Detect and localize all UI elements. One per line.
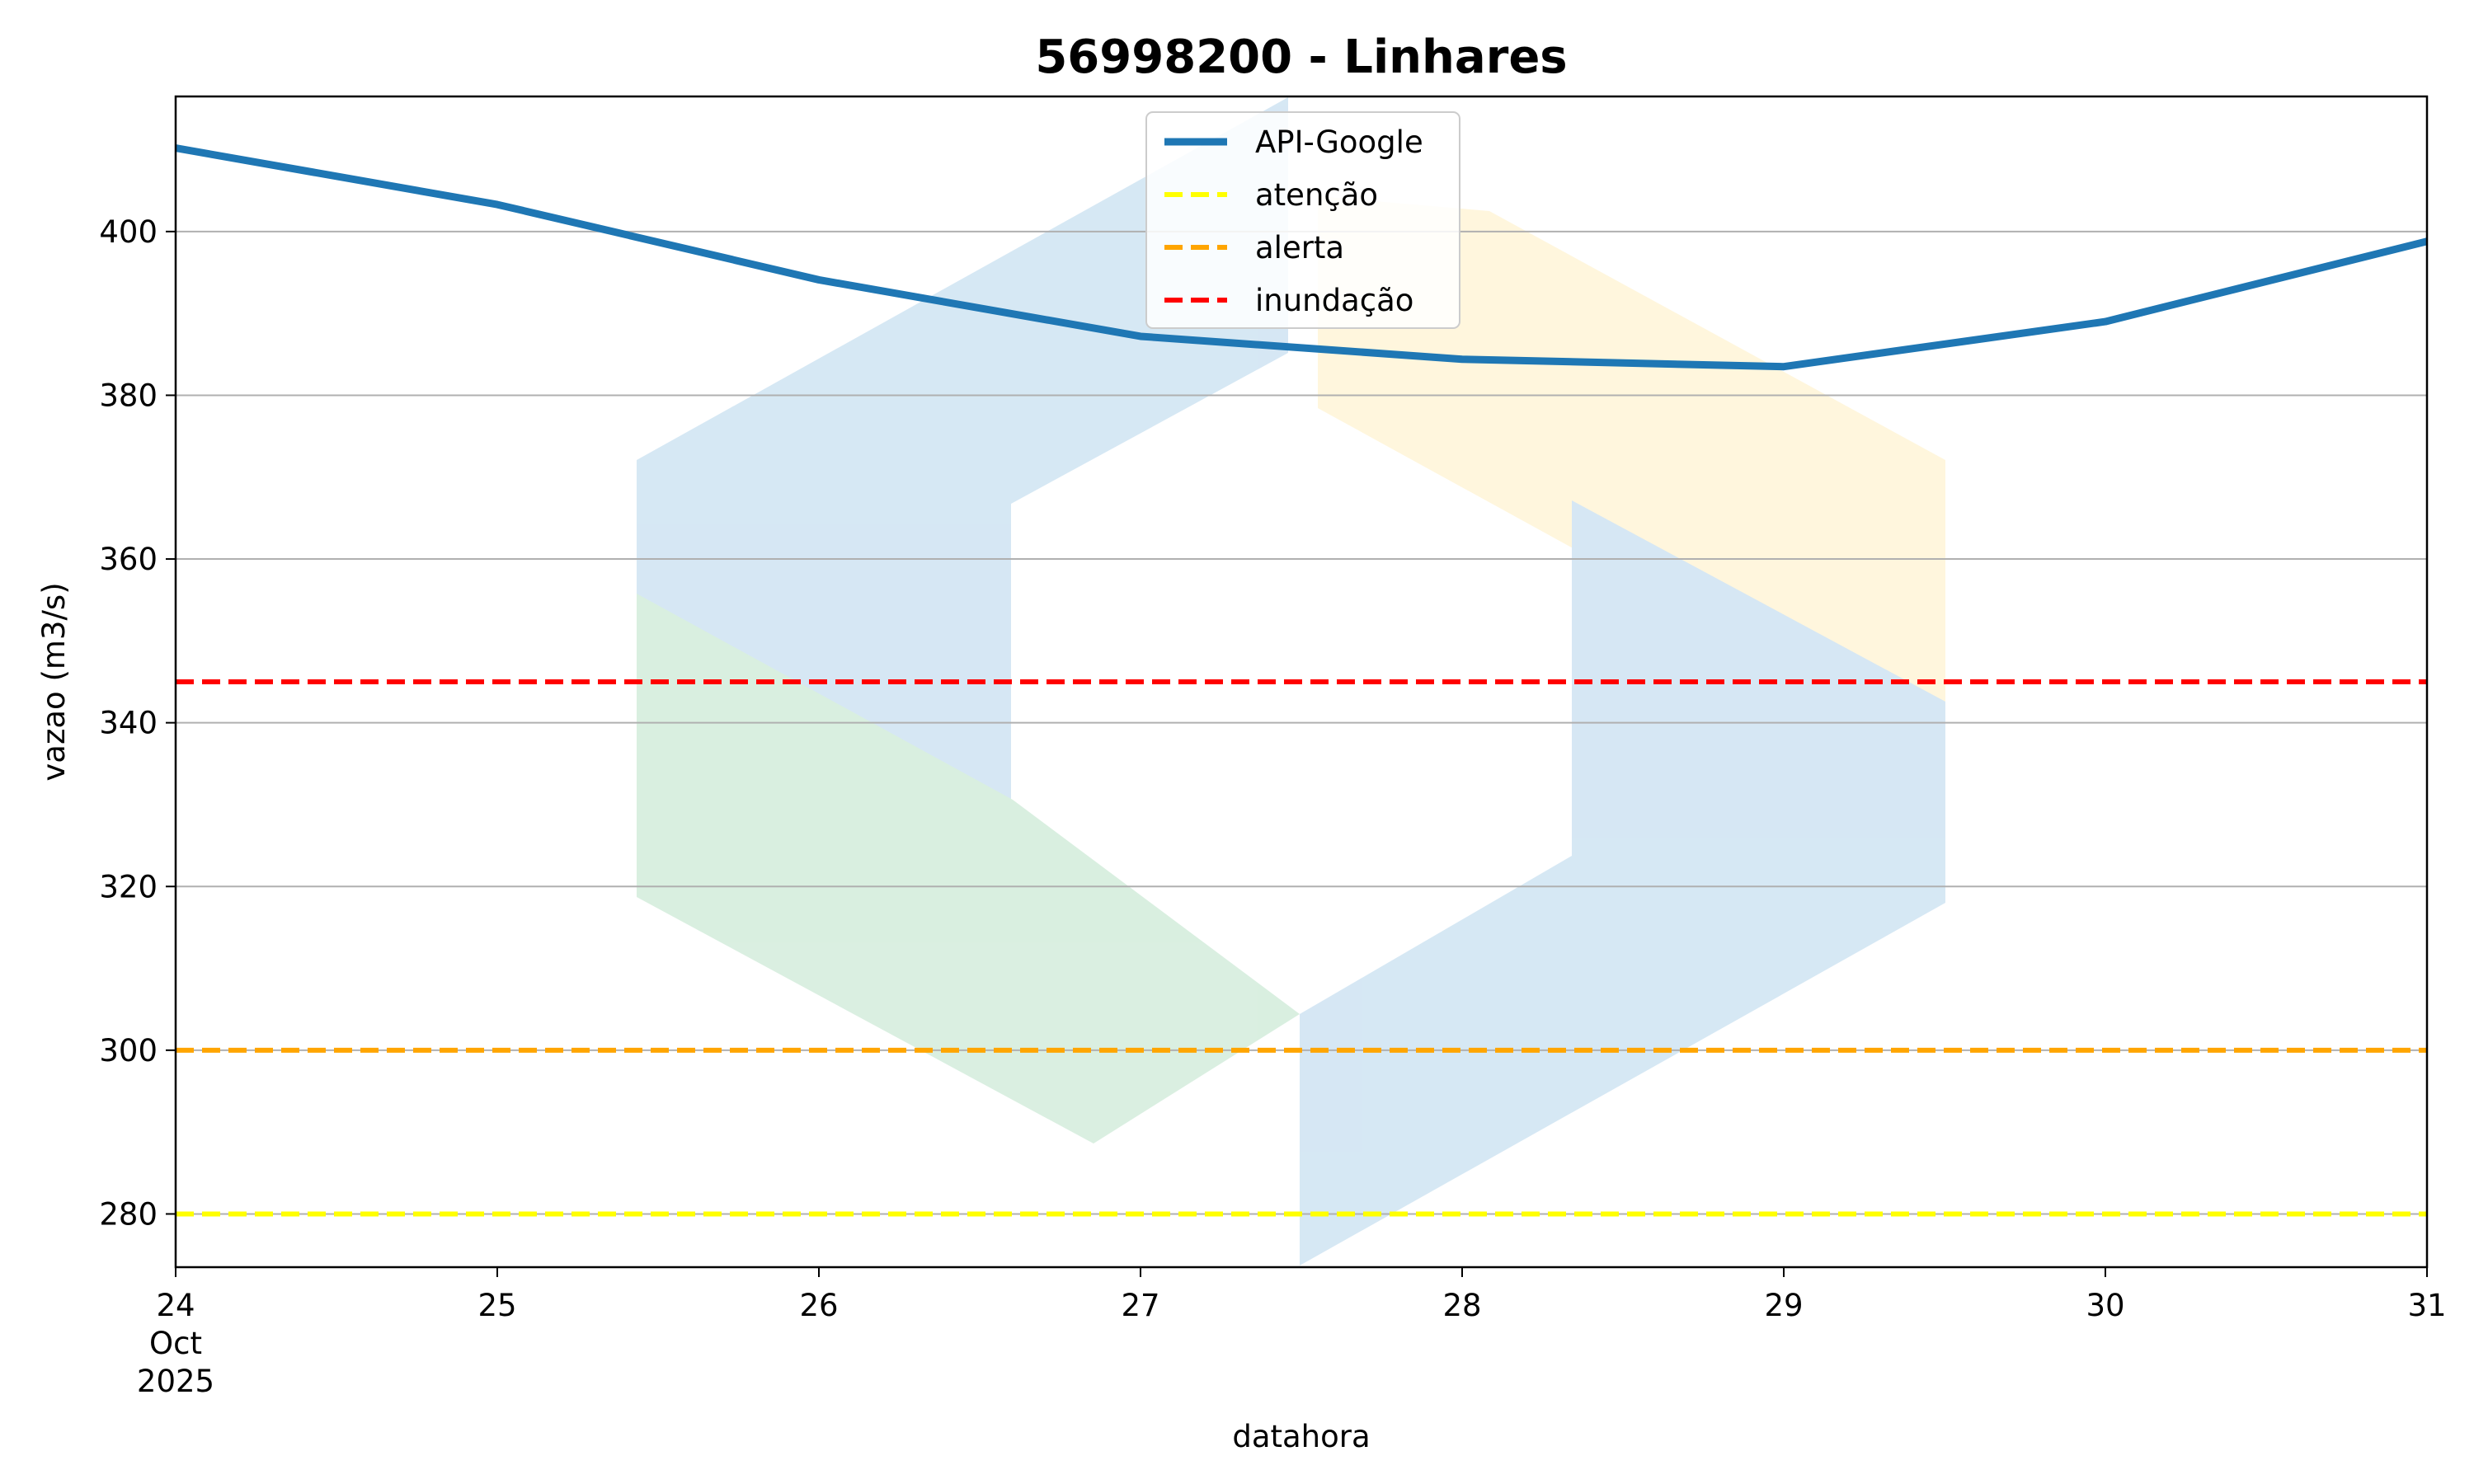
y-tick-label: 320: [99, 869, 158, 904]
legend-label: API-Google: [1255, 124, 1423, 160]
series-line-API-Google: [175, 144, 2429, 371]
x-tick-sublabel: 2025: [137, 1364, 214, 1399]
x-tick-label: 29: [1764, 1288, 1803, 1323]
watermark-logo: [637, 97, 1945, 1266]
legend: API-Google atenção alerta inundação: [1145, 111, 1460, 329]
plot-frame: [174, 95, 2429, 1269]
threshold-lines: [176, 679, 2427, 1217]
x-tick-label: 28: [1442, 1288, 1481, 1323]
x-tick-label: 26: [799, 1288, 838, 1323]
x-tick-label: 24: [156, 1288, 195, 1323]
series-layer: [175, 144, 2429, 371]
y-axis-label: vazao (m3/s): [36, 582, 72, 781]
y-tick-label: 400: [99, 214, 158, 250]
y-tick-label: 280: [99, 1196, 158, 1232]
y-tick-label: 340: [99, 706, 158, 741]
chart-title: 56998200 - Linhares: [1035, 31, 1567, 84]
x-tick-label: 31: [2407, 1288, 2446, 1323]
x-tick-sublabel: Oct: [149, 1326, 202, 1361]
legend-box: [1145, 111, 1460, 329]
legend-label: atenção: [1255, 177, 1378, 213]
y-tick-label: 300: [99, 1033, 158, 1068]
legend-label: inundação: [1255, 283, 1413, 318]
y-tick-label: 380: [99, 378, 158, 413]
x-tick-label: 30: [2086, 1288, 2124, 1323]
x-tick-label: 27: [1121, 1288, 1159, 1323]
y-tick-label: 360: [99, 542, 158, 577]
legend-label: alerta: [1255, 230, 1344, 265]
x-tick-label: 25: [477, 1288, 516, 1323]
x-axis-label: datahora: [1232, 1419, 1370, 1454]
